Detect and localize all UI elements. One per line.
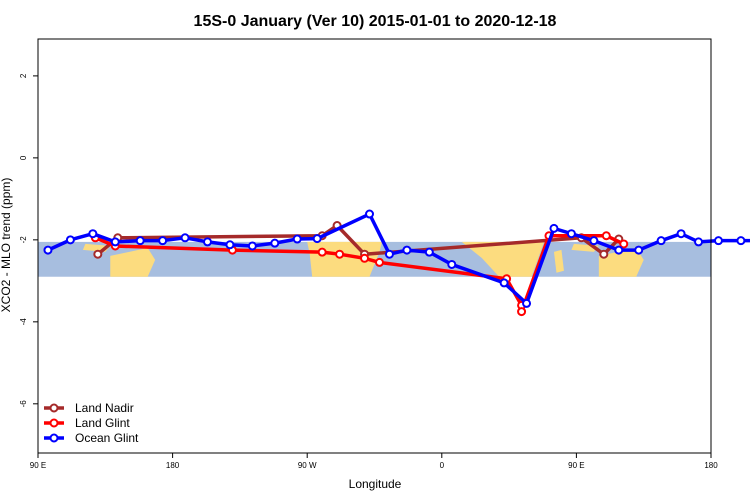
data-point xyxy=(135,236,145,246)
data-point xyxy=(335,249,345,259)
data-point xyxy=(270,238,280,248)
x-tick-label: 180 xyxy=(166,461,180,470)
data-point xyxy=(225,240,235,250)
data-point xyxy=(180,233,190,243)
land-patch xyxy=(553,249,564,273)
legend-item: Land Glint xyxy=(44,416,130,430)
data-point xyxy=(374,257,384,267)
legend-swatch-marker xyxy=(49,418,59,428)
data-point xyxy=(88,229,98,239)
data-point xyxy=(619,239,629,249)
data-point xyxy=(713,236,723,246)
data-point xyxy=(599,249,609,259)
data-point xyxy=(601,231,611,241)
data-point xyxy=(65,235,75,245)
data-point xyxy=(424,247,434,257)
data-point xyxy=(312,234,322,244)
x-tick-label: 0 xyxy=(440,461,445,470)
legend-item: Land Nadir xyxy=(44,401,134,415)
x-tick-label: 90 E xyxy=(30,461,46,470)
data-point xyxy=(499,278,509,288)
data-point xyxy=(656,236,666,246)
data-point xyxy=(736,236,746,246)
legend-item: Ocean Glint xyxy=(44,431,139,445)
x-tick-label: 90 E xyxy=(568,461,584,470)
land-patch xyxy=(110,247,156,277)
x-axis-label: Longitude xyxy=(349,477,402,491)
series-layer xyxy=(43,209,750,317)
legend-swatch-marker xyxy=(49,433,59,443)
data-point xyxy=(566,229,576,239)
land-patch xyxy=(598,247,644,277)
data-point xyxy=(93,249,103,259)
data-point xyxy=(365,209,375,219)
y-tick-label: -6 xyxy=(19,400,28,408)
data-point xyxy=(43,245,53,255)
data-point xyxy=(694,237,704,247)
chart-title: 15S-0 January (Ver 10) 2015-01-01 to 202… xyxy=(194,13,557,30)
y-tick-label: -4 xyxy=(19,318,28,326)
x-tick-label: 90 W xyxy=(298,461,317,470)
series-ocean-glint xyxy=(43,209,750,308)
land-patch xyxy=(461,241,544,277)
data-point xyxy=(549,223,559,233)
series-line xyxy=(96,223,621,256)
data-point xyxy=(634,245,644,255)
data-point xyxy=(522,298,532,308)
data-point xyxy=(110,237,120,247)
axes-layer: 90 E 180 90 W 0 90 E 180 2 0 -2 -4 -6 xyxy=(19,38,718,470)
data-point xyxy=(360,253,370,263)
data-point xyxy=(202,237,212,247)
y-tick-label: -2 xyxy=(19,236,28,244)
data-point xyxy=(158,236,168,246)
data-point xyxy=(447,259,457,269)
data-point xyxy=(614,245,624,255)
plot-frame xyxy=(37,38,712,454)
data-point xyxy=(317,247,327,257)
legend-label: Ocean Glint xyxy=(75,431,139,445)
data-point xyxy=(589,236,599,246)
data-point xyxy=(247,241,257,251)
legend-label: Land Nadir xyxy=(75,401,134,415)
data-point xyxy=(402,245,412,255)
y-tick-label: 0 xyxy=(19,155,28,160)
data-point xyxy=(676,229,686,239)
data-point xyxy=(292,234,302,244)
data-point xyxy=(517,307,527,317)
y-tick-label: 2 xyxy=(19,73,28,78)
legend-label: Land Glint xyxy=(75,416,130,430)
x-tick-label: 180 xyxy=(704,461,718,470)
legend-swatch-marker xyxy=(49,403,59,413)
y-axis-label: XCO2 - MLO trend (ppm) xyxy=(0,178,13,313)
data-point xyxy=(384,249,394,259)
